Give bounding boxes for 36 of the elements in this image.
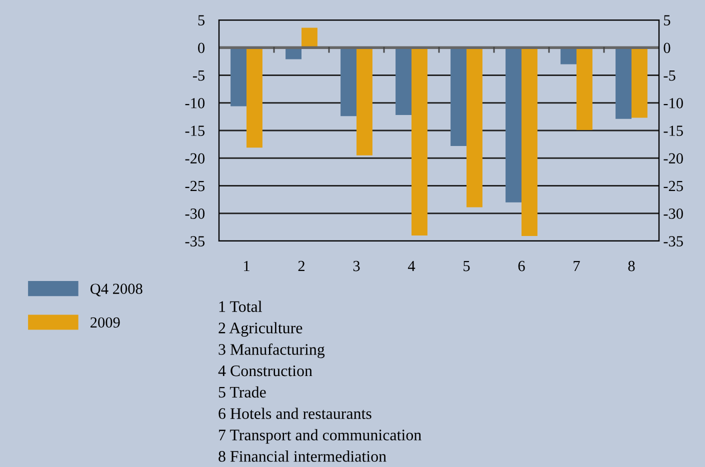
y-tick-label: -10 <box>185 98 205 108</box>
text: 7 Transport and communication <box>219 429 422 444</box>
x-tick-label: 3 <box>353 260 360 272</box>
y2-tick-label: -35 <box>664 236 683 246</box>
x-tick-label: 7 <box>574 261 580 272</box>
text: 1 Total <box>219 300 262 312</box>
legend-label: 2009 <box>90 317 120 328</box>
text: 2 Agriculture <box>218 322 302 337</box>
y-tick-label: -20 <box>185 153 205 164</box>
y2-tick-label: -5 <box>664 70 676 81</box>
x-tick-label: 1 <box>244 260 250 272</box>
y2-tick-label: 0 <box>664 42 670 54</box>
y2-tick-label: -30 <box>664 208 683 219</box>
y2-tick-label: -10 <box>664 98 683 108</box>
y-tick-label: 5 <box>198 15 205 26</box>
y-tick-label: -15 <box>185 126 205 136</box>
y-tick-label: 0 <box>198 42 205 54</box>
x-tick-label: 4 <box>408 260 416 272</box>
legend-label: Q4 2008 <box>90 284 142 296</box>
x-tick-label: 8 <box>628 260 635 272</box>
text: 5 Trade <box>218 386 266 398</box>
x-tick-label: 5 <box>464 261 470 272</box>
y2-tick-label: -15 <box>664 126 683 136</box>
text: 6 Hotels and restaurants <box>218 408 372 419</box>
y2-tick-label: 5 <box>664 15 670 26</box>
y2-tick-label: -20 <box>664 153 683 164</box>
y-tick-label: -25 <box>185 180 205 192</box>
text: 8 Financial intermediation <box>218 450 386 462</box>
text: 3 Manufacturing <box>218 343 325 358</box>
y-tick-label: -5 <box>192 70 205 81</box>
y-tick-label: -35 <box>185 236 205 246</box>
y2-tick-label: -25 <box>664 180 683 192</box>
x-tick-label: 6 <box>518 260 525 272</box>
text: 4 Construction <box>218 365 312 376</box>
y-tick-label: -30 <box>185 208 205 219</box>
x-tick-label: 2 <box>298 260 304 272</box>
